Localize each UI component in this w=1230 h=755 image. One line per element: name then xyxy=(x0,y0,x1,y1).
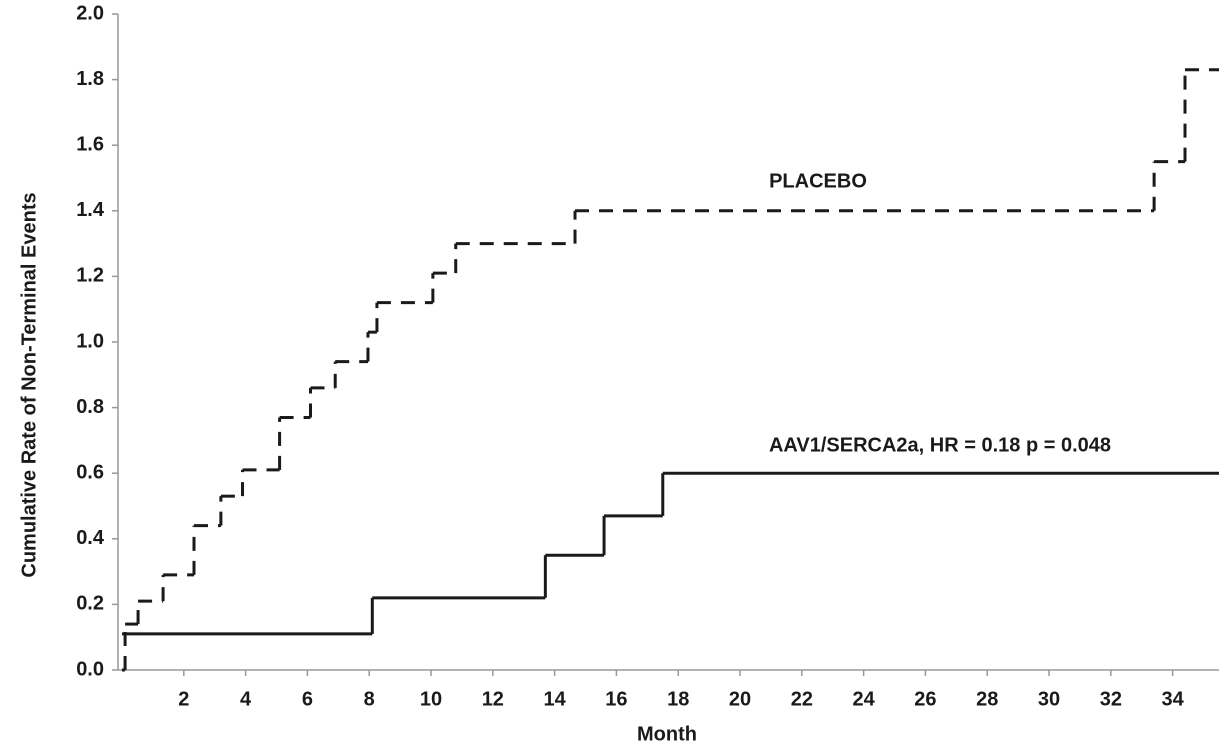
y-tick-label: 0.2 xyxy=(76,593,104,615)
x-tick-label: 28 xyxy=(976,688,998,710)
y-tick-label: 1.4 xyxy=(76,199,105,221)
x-tick-label: 32 xyxy=(1100,688,1122,710)
y-tick-label: 1.0 xyxy=(76,330,104,352)
y-tick-label: 0.6 xyxy=(76,461,104,483)
y-tick-label: 2.0 xyxy=(76,2,104,24)
series-annotation: AAV1/SERCA2a, HR = 0.18 p = 0.048 xyxy=(769,434,1111,456)
y-tick-label: 1.6 xyxy=(76,133,104,155)
x-tick-label: 10 xyxy=(420,688,442,710)
y-tick-label: 1.2 xyxy=(76,265,104,287)
y-axis-title: Cumulative Rate of Non-Terminal Events xyxy=(18,192,40,577)
x-tick-label: 8 xyxy=(364,688,375,710)
x-tick-label: 12 xyxy=(482,688,504,710)
x-axis-title: Month xyxy=(637,723,697,745)
x-tick-label: 4 xyxy=(240,688,252,710)
y-tick-label: 0.8 xyxy=(76,396,104,418)
x-tick-label: 16 xyxy=(605,688,627,710)
x-tick-label: 6 xyxy=(302,688,313,710)
x-tick-label: 20 xyxy=(729,688,751,710)
x-tick-label: 18 xyxy=(667,688,689,710)
y-tick-label: 0.0 xyxy=(76,658,104,680)
x-tick-label: 30 xyxy=(1038,688,1060,710)
series-annotation: PLACEBO xyxy=(769,170,867,192)
x-tick-label: 2 xyxy=(178,688,189,710)
y-tick-label: 0.4 xyxy=(76,527,105,549)
x-tick-label: 22 xyxy=(791,688,813,710)
x-tick-label: 24 xyxy=(853,688,876,710)
x-tick-label: 26 xyxy=(914,688,936,710)
y-tick-label: 1.8 xyxy=(76,68,104,90)
x-tick-label: 34 xyxy=(1162,688,1185,710)
x-tick-label: 14 xyxy=(543,688,566,710)
